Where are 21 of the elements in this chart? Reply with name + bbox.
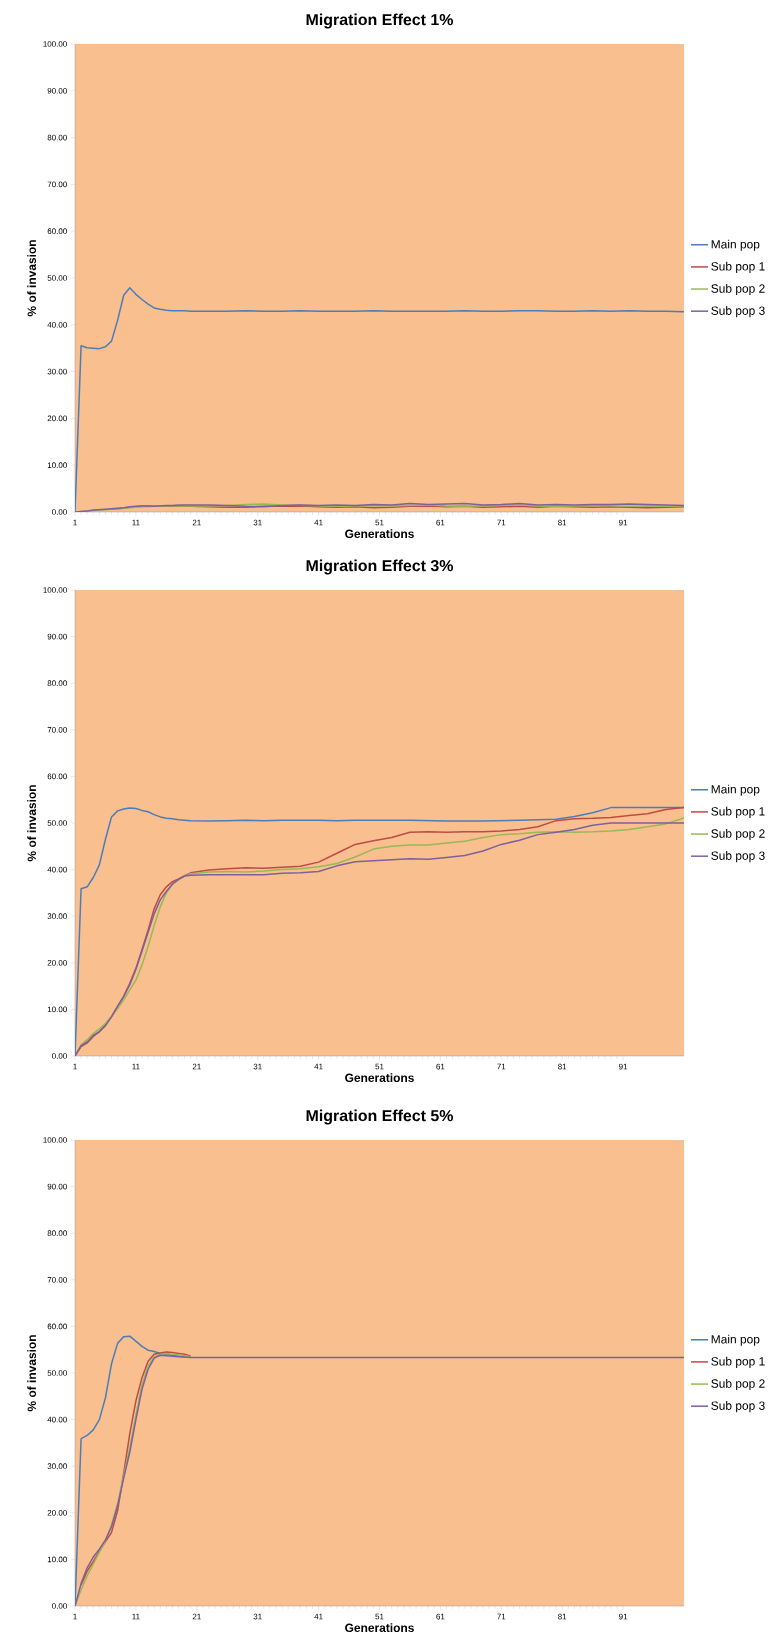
- legend-label: Main pop: [711, 239, 760, 251]
- legend-label: Sub pop 3: [711, 851, 765, 863]
- legend-label: Sub pop 3: [711, 1401, 765, 1413]
- legend-label: Sub pop 1: [711, 261, 765, 273]
- y-axis-title: % of invasion: [27, 1335, 36, 1412]
- legend-label: Main pop: [711, 784, 760, 796]
- x-axis-title: Generations: [345, 1623, 414, 1633]
- chart-title: Migration Effect 5%: [306, 1109, 454, 1125]
- x-axis-title: Generations: [345, 529, 414, 539]
- y-axis-title: % of invasion: [27, 785, 36, 862]
- legend-label: Sub pop 2: [711, 283, 765, 296]
- legend-label: Sub pop 2: [711, 1378, 765, 1391]
- legend-label: Sub pop 2: [711, 828, 765, 841]
- chart-title: Migration Effect 1%: [306, 13, 454, 29]
- y-axis-title: % of invasion: [27, 240, 36, 317]
- x-axis-title: Generations: [345, 1073, 414, 1083]
- legend-label: Sub pop 3: [711, 306, 765, 318]
- legend-label: Sub pop 1: [711, 1356, 765, 1368]
- chart-title: Migration Effect 3%: [306, 559, 454, 575]
- legend-label: Main pop: [711, 1334, 760, 1346]
- legend-label: Sub pop 1: [711, 806, 765, 818]
